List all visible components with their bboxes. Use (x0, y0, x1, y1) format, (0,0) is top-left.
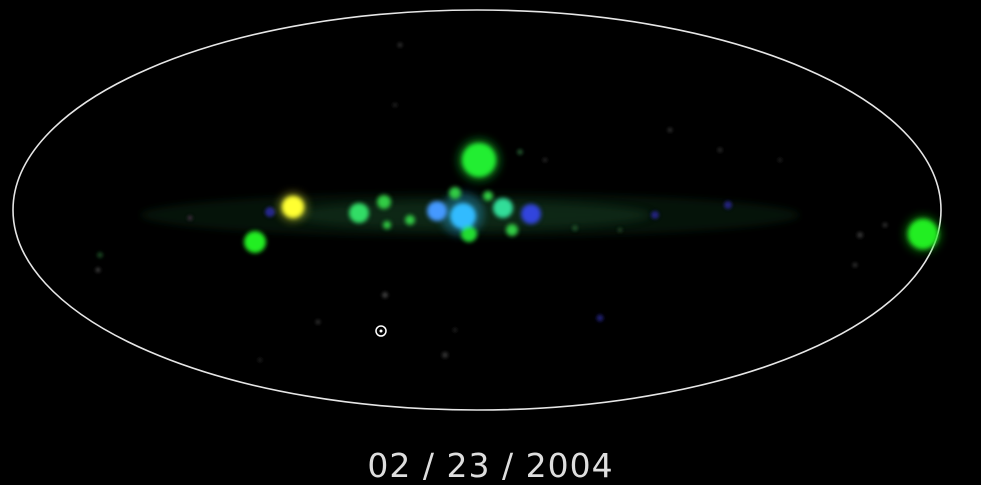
faint-source (97, 252, 103, 258)
faint-source (265, 207, 275, 217)
faint-source (882, 222, 888, 228)
faint-source (393, 103, 397, 107)
source-green-center-2 (377, 195, 391, 209)
faint-source (453, 328, 457, 332)
source-green-large-north (462, 143, 496, 177)
faint-source (724, 201, 732, 209)
source-green-center-2 (483, 191, 493, 201)
source-yellow (282, 196, 304, 218)
faint-source (617, 227, 623, 233)
source-green-center-2 (383, 221, 391, 229)
faint-source (667, 127, 673, 133)
faint-source (596, 314, 604, 322)
faint-source (517, 149, 523, 155)
source-light-blue-center (427, 201, 447, 221)
faint-source (95, 267, 101, 273)
faint-source (187, 215, 193, 221)
faint-source (717, 147, 723, 153)
date-caption: 02 / 23 / 2004 (367, 446, 614, 485)
faint-source (857, 232, 863, 238)
source-white-marker-core (379, 329, 383, 333)
source-green-west (244, 231, 266, 253)
source-white-marker (375, 325, 387, 337)
source-green-center-2 (506, 224, 518, 236)
faint-source (315, 319, 321, 325)
source-green-south-center (461, 226, 477, 242)
faint-source (442, 352, 448, 358)
faint-source (382, 292, 388, 298)
faint-source (397, 42, 403, 48)
source-green-center-2 (449, 187, 461, 199)
source-cyan-center (450, 203, 476, 229)
faint-source (852, 262, 858, 268)
faint-sources (95, 42, 888, 362)
source-green-east-edge (908, 219, 938, 249)
faint-source (778, 158, 782, 162)
bright-sources (244, 138, 942, 337)
source-green-center-1 (349, 203, 369, 223)
source-teal-center (493, 198, 513, 218)
faint-source (572, 225, 578, 231)
faint-source (258, 358, 262, 362)
faint-source (651, 211, 659, 219)
faint-source (543, 158, 547, 162)
all-sky-outline (12, 9, 942, 411)
source-blue-center-east (521, 204, 541, 224)
source-green-center-2 (405, 215, 415, 225)
